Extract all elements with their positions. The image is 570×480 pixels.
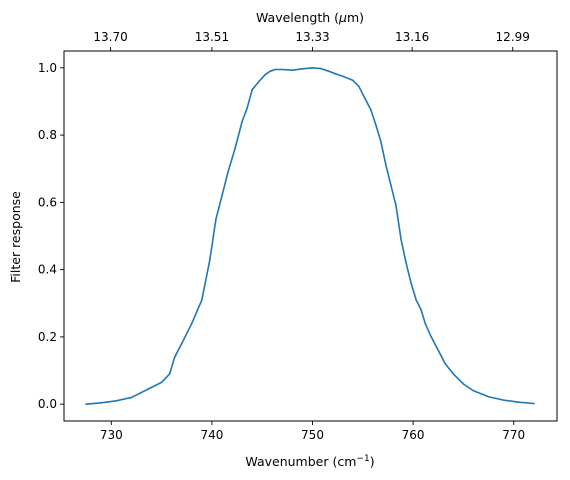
data-point	[395, 204, 397, 207]
x-tick-label: 740	[200, 428, 223, 442]
data-point	[301, 68, 304, 70]
data-point	[444, 363, 447, 365]
data-point	[502, 399, 505, 401]
data-point	[173, 356, 176, 358]
data-point	[221, 194, 223, 197]
bottom-x-axis: 730 740 750 760 770	[100, 421, 525, 442]
data-point	[390, 184, 392, 187]
data-point	[410, 282, 412, 284]
top-x-tick-label: 13.33	[295, 30, 329, 44]
data-point	[209, 258, 211, 261]
data-point	[140, 391, 143, 394]
data-point	[227, 171, 229, 173]
data-point	[424, 322, 427, 325]
y-tick-label: 0.0	[38, 397, 57, 411]
curve-layer	[85, 67, 535, 405]
data-point	[400, 238, 402, 241]
data-point	[370, 109, 372, 111]
data-point	[201, 299, 203, 301]
data-point	[160, 381, 163, 384]
data-point	[452, 373, 455, 375]
data-point	[274, 68, 277, 71]
data-point	[85, 403, 87, 405]
data-point	[517, 401, 520, 403]
data-point	[327, 70, 330, 72]
top-x-tick-label: 12.99	[496, 30, 530, 44]
data-point	[269, 70, 272, 72]
data-point	[246, 107, 248, 109]
data-point	[168, 373, 171, 375]
data-point	[430, 336, 433, 338]
data-point	[130, 396, 133, 399]
top-x-tick-label: 13.70	[93, 30, 127, 44]
data-point	[311, 67, 314, 69]
y-tick-label: 0.2	[38, 330, 57, 344]
data-point	[415, 299, 417, 301]
data-point	[487, 395, 490, 398]
data-point	[375, 124, 377, 126]
data-point	[115, 400, 118, 402]
y-tick-label: 0.6	[38, 195, 57, 209]
data-point	[357, 85, 360, 88]
data-point	[291, 69, 294, 71]
x-tick-label: 770	[502, 428, 525, 442]
top-x-axis-label: Wavelength (μm)	[256, 10, 364, 25]
y-axis-label: Filter response	[8, 191, 23, 283]
data-point	[241, 120, 243, 123]
data-point	[341, 75, 344, 78]
data-point	[150, 386, 153, 389]
data-point	[405, 262, 407, 264]
data-point	[258, 80, 260, 83]
x-tick-label: 760	[402, 428, 425, 442]
data-point	[385, 164, 387, 167]
top-x-axis: 13.70 13.51 13.33 13.16 12.99	[93, 30, 530, 51]
data-point	[281, 68, 284, 71]
data-point	[437, 349, 440, 352]
data-point	[334, 73, 337, 75]
x-tick-label: 730	[100, 428, 123, 442]
data-point	[215, 218, 217, 220]
data-point	[364, 97, 366, 99]
y-tick-label: 0.8	[38, 128, 57, 142]
data-point	[472, 389, 475, 392]
data-point	[380, 141, 382, 143]
data-point	[462, 383, 465, 385]
y-tick-label: 1.0	[38, 61, 57, 75]
x-axis-label: Wavenumber (cm−1)	[245, 454, 374, 469]
data-point	[319, 67, 322, 70]
y-axis: 0.0 0.2 0.4 0.6 0.8 1.0	[38, 61, 64, 411]
data-point	[251, 88, 253, 91]
top-x-tick-label: 13.16	[395, 30, 429, 44]
data-point	[180, 342, 183, 345]
top-x-tick-label: 13.51	[195, 30, 229, 44]
y-tick-label: 0.4	[38, 263, 57, 277]
data-point	[420, 309, 422, 311]
data-point	[234, 147, 236, 150]
data-point	[264, 73, 267, 76]
plot-frame	[63, 50, 558, 422]
data-point	[533, 402, 535, 405]
x-tick-label: 750	[301, 428, 324, 442]
data-point	[190, 322, 193, 325]
data-point	[351, 79, 354, 82]
data-point	[100, 402, 103, 404]
